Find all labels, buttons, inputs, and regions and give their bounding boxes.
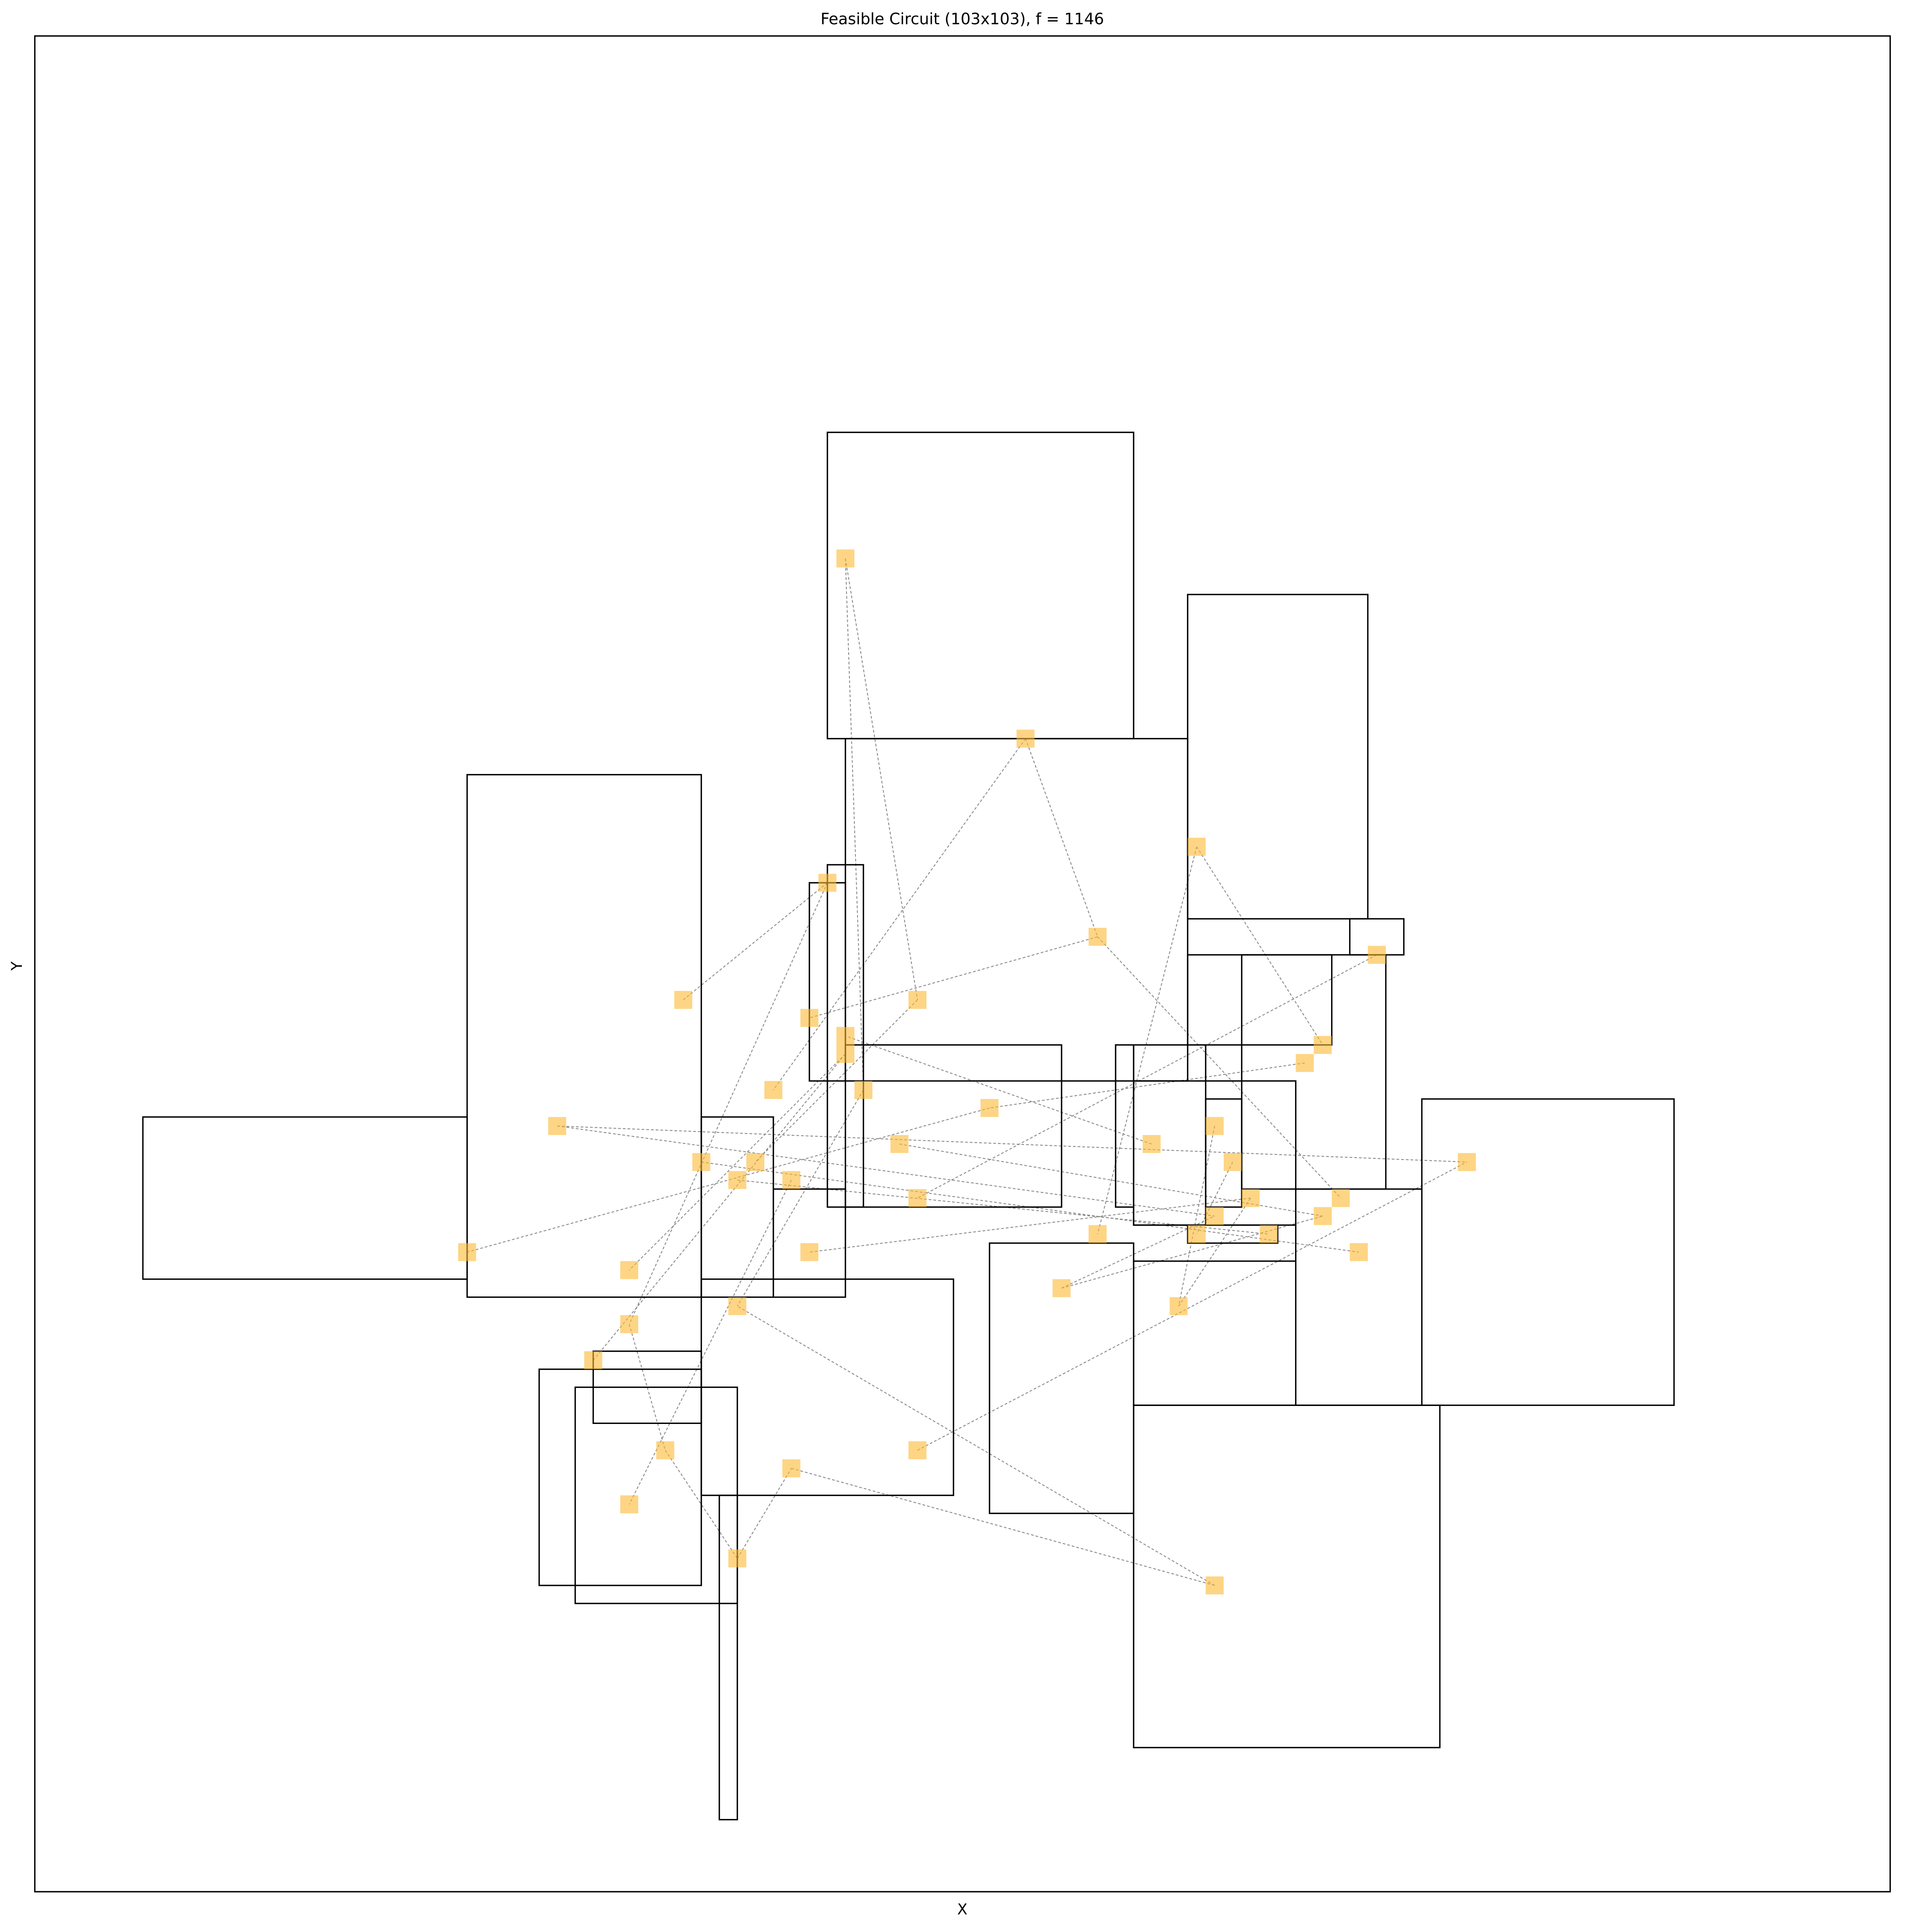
net-line-5 bbox=[1196, 846, 1323, 1045]
net-line-19 bbox=[557, 1126, 1215, 1217]
net-line-35 bbox=[1178, 1198, 1251, 1307]
pin-1 bbox=[836, 549, 855, 567]
pin-6 bbox=[1313, 1036, 1332, 1054]
pin-2 bbox=[1016, 729, 1035, 748]
block-7 bbox=[773, 1188, 846, 1298]
net-line-34 bbox=[737, 1468, 792, 1559]
pin-26 bbox=[782, 1171, 800, 1189]
pin-32 bbox=[1089, 1225, 1107, 1243]
net-line-32 bbox=[737, 1305, 1215, 1586]
pin-markers bbox=[458, 549, 1476, 1594]
pin-38 bbox=[620, 1261, 639, 1279]
net-line-1 bbox=[845, 558, 864, 1090]
pin-7 bbox=[1295, 1054, 1314, 1072]
net-lines bbox=[467, 558, 1467, 1586]
net-line-33 bbox=[665, 1450, 738, 1559]
pin-20 bbox=[890, 1135, 909, 1153]
net-line-36 bbox=[1061, 1216, 1323, 1289]
pin-37 bbox=[1349, 1243, 1368, 1261]
pin-24 bbox=[1458, 1153, 1476, 1171]
pin-49 bbox=[728, 1549, 746, 1568]
x-axis-label: X bbox=[957, 1901, 967, 1918]
block-24 bbox=[1133, 1260, 1297, 1406]
net-line-25 bbox=[629, 1180, 792, 1505]
pin-31 bbox=[1206, 1207, 1224, 1225]
pin-41 bbox=[1170, 1297, 1188, 1315]
net-line-10 bbox=[989, 1062, 1305, 1109]
pin-12 bbox=[836, 1027, 855, 1045]
net-line-29 bbox=[629, 1324, 666, 1451]
pin-17 bbox=[548, 1117, 566, 1135]
net-line-27 bbox=[1178, 1126, 1215, 1307]
net-line-18 bbox=[557, 1126, 1467, 1163]
pin-22 bbox=[746, 1153, 764, 1171]
block-25 bbox=[1205, 1098, 1243, 1208]
pin-33 bbox=[1188, 1225, 1206, 1243]
pin-44 bbox=[656, 1441, 675, 1460]
plot-area-frame bbox=[34, 35, 1891, 1892]
pin-29 bbox=[1241, 1189, 1260, 1207]
net-line-16 bbox=[737, 1090, 864, 1307]
block-22 bbox=[1187, 594, 1369, 920]
net-line-17 bbox=[467, 1107, 990, 1253]
pin-10 bbox=[674, 991, 692, 1009]
pin-9 bbox=[908, 991, 927, 1009]
net-line-21 bbox=[845, 1035, 1152, 1145]
net-line-30 bbox=[917, 1162, 1467, 1451]
pin-3 bbox=[1188, 838, 1206, 856]
block-28 bbox=[538, 1368, 702, 1586]
net-line-12 bbox=[629, 882, 828, 1325]
pin-14 bbox=[854, 1081, 873, 1099]
pin-23 bbox=[1223, 1153, 1242, 1171]
pin-21 bbox=[692, 1153, 710, 1171]
y-axis-label: Y bbox=[8, 961, 25, 971]
net-line-31 bbox=[791, 1468, 1215, 1586]
pin-36 bbox=[800, 1243, 818, 1261]
net-line-22 bbox=[701, 1162, 1359, 1253]
net-line-7 bbox=[809, 936, 1098, 1018]
block-18 bbox=[1187, 1224, 1279, 1244]
block-2 bbox=[466, 774, 702, 1298]
pin-8 bbox=[818, 874, 836, 892]
pin-30 bbox=[1313, 1207, 1332, 1225]
net-line-26 bbox=[809, 1198, 1251, 1253]
pin-5 bbox=[1368, 946, 1386, 964]
pin-42 bbox=[620, 1315, 639, 1333]
net-line-4 bbox=[1025, 738, 1098, 937]
net-line-9 bbox=[917, 954, 1377, 1199]
pin-19 bbox=[1143, 1135, 1161, 1153]
pin-45 bbox=[908, 1441, 927, 1460]
block-rectangles bbox=[142, 431, 1675, 1821]
net-line-2 bbox=[845, 558, 918, 1000]
pin-28 bbox=[908, 1189, 927, 1207]
pin-16 bbox=[980, 1099, 999, 1117]
pin-18 bbox=[1206, 1117, 1224, 1135]
pin-34 bbox=[1259, 1225, 1278, 1243]
net-line-14 bbox=[629, 1054, 846, 1271]
pin-4 bbox=[1089, 928, 1107, 946]
pin-15 bbox=[764, 1081, 782, 1099]
pin-48 bbox=[1206, 1576, 1224, 1594]
net-line-6 bbox=[1097, 846, 1197, 1234]
block-26 bbox=[1187, 954, 1333, 1046]
net-line-8 bbox=[1097, 936, 1341, 1199]
pin-40 bbox=[728, 1297, 746, 1315]
chart-title: Feasible Circuit (103x103), f = 1146 bbox=[820, 10, 1104, 28]
pin-46 bbox=[782, 1459, 800, 1478]
pin-35 bbox=[458, 1243, 476, 1261]
net-line-15 bbox=[593, 1054, 846, 1361]
pin-43 bbox=[584, 1351, 603, 1369]
pin-11 bbox=[800, 1009, 818, 1027]
block-20 bbox=[1421, 1098, 1675, 1406]
pin-25 bbox=[728, 1171, 746, 1189]
block-10 bbox=[845, 1044, 1062, 1208]
pin-47 bbox=[620, 1495, 639, 1514]
pin-39 bbox=[1052, 1279, 1071, 1297]
pin-13 bbox=[836, 1045, 855, 1063]
pin-27 bbox=[1331, 1189, 1350, 1207]
net-line-3 bbox=[773, 738, 1026, 1090]
